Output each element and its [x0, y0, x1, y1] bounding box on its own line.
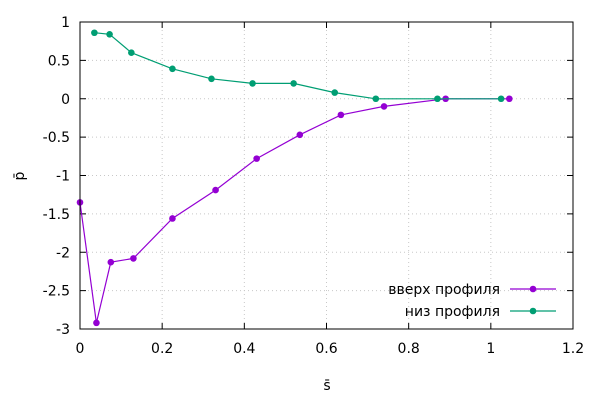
series-1-point [212, 186, 219, 194]
x-tick-label: 0.4 [233, 341, 255, 357]
x-axis-title: s̄ [323, 378, 330, 394]
y-tick-label: -1 [56, 169, 70, 185]
y-tick-label: 0.5 [48, 53, 70, 69]
tick-labels: 0 0.2 0.4 0.6 0.8 1 1.2 -3 -2.5 -2 -1.5 -1 -0.5 0 0.5 1 [43, 15, 584, 357]
series-1-point [169, 215, 176, 222]
x-tick-label: 0.6 [315, 341, 337, 357]
series-2-point [331, 89, 339, 96]
legend-label-2: низ профиля [405, 304, 500, 320]
series-line-2 [94, 32, 502, 100]
series-2-point [208, 75, 215, 83]
y-tick-label: -2.5 [43, 284, 70, 300]
series-2-point [91, 29, 98, 37]
series-1-point [130, 255, 137, 262]
legend-marker-2 [529, 307, 537, 315]
series-2-point [249, 80, 256, 87]
series-2-point [434, 95, 441, 103]
series-2-point [106, 30, 113, 38]
y-axis-title: p̄ [12, 171, 28, 180]
series-1-point [93, 319, 100, 327]
y-tick-label: -2 [56, 245, 70, 261]
series-1-point [380, 103, 388, 110]
legend-marker-1 [529, 285, 537, 293]
series-line-1 [79, 98, 510, 324]
x-tick-label: 1.2 [562, 341, 584, 357]
plot-frame [79, 21, 574, 330]
series-1-point [296, 131, 304, 139]
y-tick-label: -3 [56, 322, 70, 338]
legend-label-1: вверх профиля [388, 282, 500, 298]
legend: вверх профиля низ профиля [388, 282, 556, 320]
series-layer [76, 29, 513, 327]
y-tick-label: 1 [61, 15, 70, 31]
series-2-point [290, 80, 297, 87]
x-tick-label: 0.8 [398, 341, 420, 357]
series-1-point [107, 258, 115, 266]
series-1-point [253, 155, 260, 162]
series-2-point [169, 65, 176, 73]
x-tick-label: 0.2 [151, 341, 173, 357]
y-tick-label: 0 [61, 92, 70, 108]
y-tick-label: -0.5 [43, 130, 70, 146]
series-2-point [372, 95, 380, 103]
x-tick-label: 1 [486, 341, 495, 357]
series-1-point [337, 111, 345, 119]
x-tick-label: 0 [76, 341, 85, 357]
series-2-point [128, 49, 135, 56]
series-1-point [506, 95, 513, 103]
y-tick-label: -1.5 [43, 207, 70, 223]
series-2-point [497, 95, 505, 103]
